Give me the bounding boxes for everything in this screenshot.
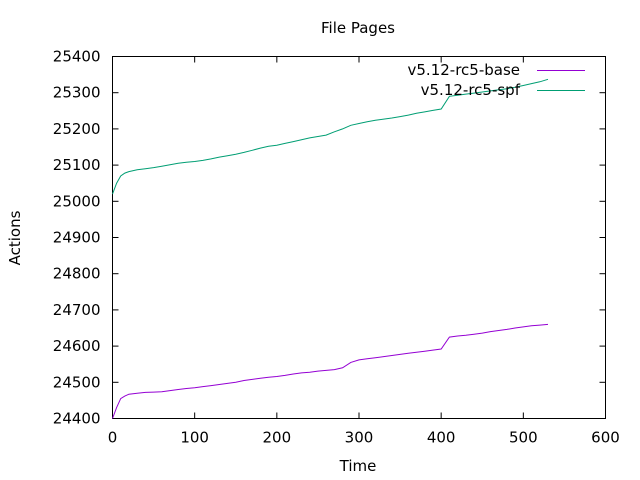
y-tick-label: 24500	[53, 373, 101, 391]
x-tick-label: 400	[427, 429, 456, 447]
y-tick-label: 25000	[53, 192, 101, 210]
x-axis-label: Time	[339, 457, 377, 475]
axis-ticks: 0 100 200 300 400 500 600 24400 24500 24600 24700 2…	[53, 48, 620, 447]
y-tick-label: 25300	[53, 84, 101, 102]
legend-label: v5.12-rc5-base	[408, 61, 521, 79]
legend: v5.12-rc5-base v5.12-rc5-spf	[408, 61, 585, 99]
series-line-2	[112, 78, 549, 195]
y-tick-label: 25200	[53, 120, 101, 138]
legend-label: v5.12-rc5-spf	[421, 81, 521, 99]
y-tick-label: 25400	[53, 48, 101, 66]
x-tick-label: 0	[108, 429, 118, 447]
y-tick-label: 24800	[53, 265, 101, 283]
y-tick-label: 24900	[53, 229, 101, 247]
series-layer	[112, 78, 549, 419]
chart-title: File Pages	[321, 19, 395, 37]
plot-frame	[112, 56, 606, 419]
y-tick-label: 25100	[53, 156, 101, 174]
y-axis-label: Actions	[6, 210, 24, 265]
y-tick-label: 24400	[53, 410, 101, 428]
x-tick-label: 300	[345, 429, 374, 447]
x-tick-label: 100	[180, 429, 209, 447]
x-tick-label: 600	[591, 429, 620, 447]
x-tick-label: 500	[509, 429, 538, 447]
series-line-1	[112, 323, 549, 419]
y-tick-label: 24600	[53, 337, 101, 355]
x-tick-label: 200	[263, 429, 292, 447]
y-tick-label: 24700	[53, 301, 101, 319]
